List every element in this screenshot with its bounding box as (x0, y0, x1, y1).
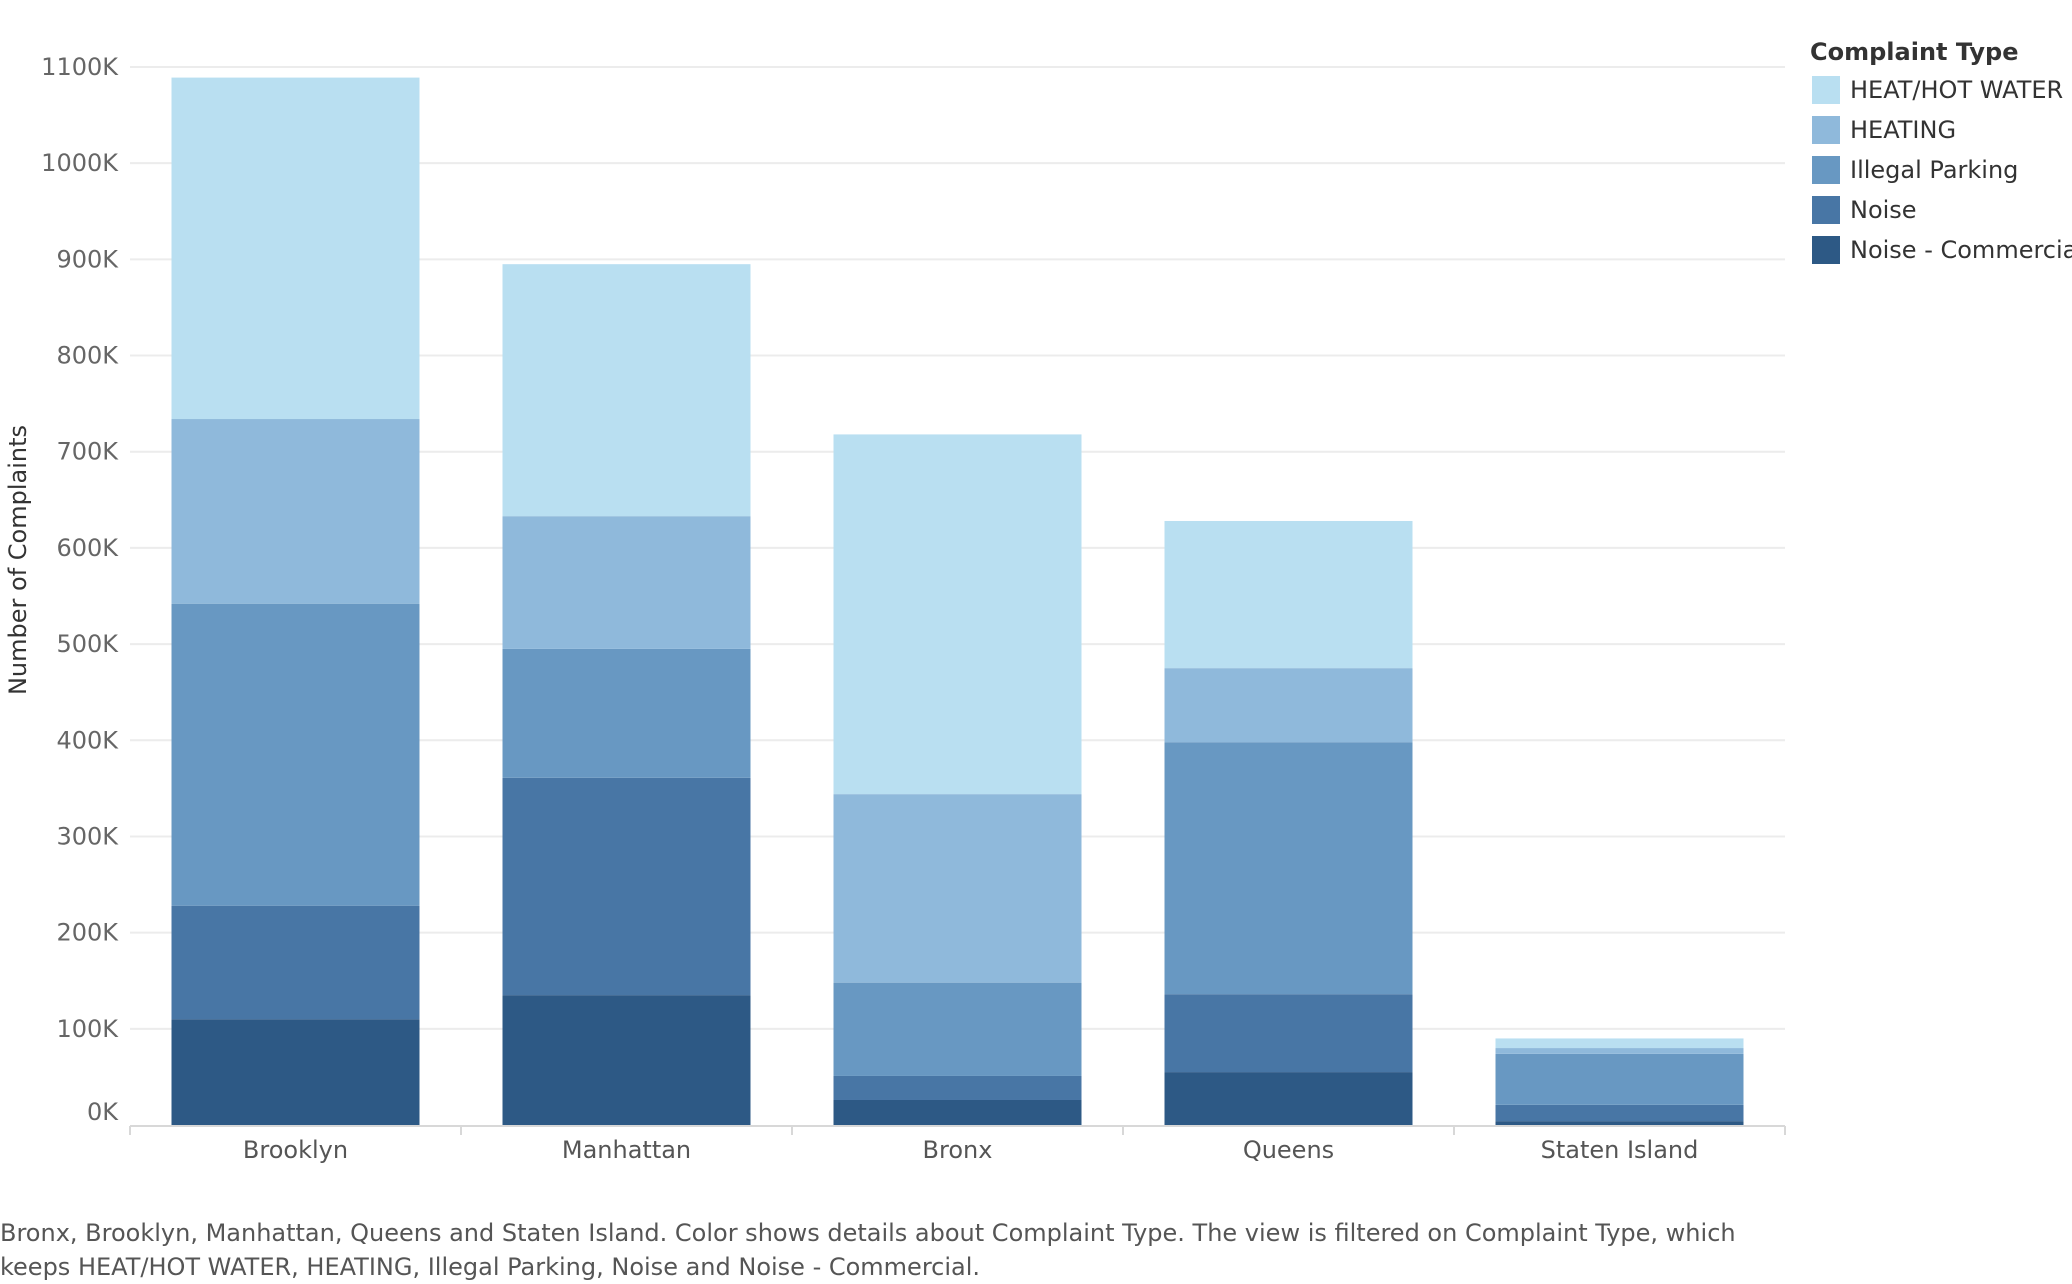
legend: Complaint Type HEAT/HOT WATER HEATING Ille… (1810, 38, 2072, 264)
bar-segment (834, 434, 1082, 794)
bar-segment (172, 78, 420, 419)
bar-segment (172, 1019, 420, 1125)
bar-segment (1165, 994, 1413, 1072)
legend-swatch (1812, 236, 1840, 264)
legend-swatch (1812, 116, 1840, 144)
y-tick-label: 100K (56, 1015, 119, 1043)
legend-label: HEAT/HOT WATER (1850, 76, 2063, 104)
y-tick-label: 200K (56, 919, 119, 947)
y-tick-label: 900K (56, 245, 119, 273)
bar-segment (1165, 742, 1413, 994)
legend-label: Noise - Commercial (1850, 236, 2072, 264)
x-tick-label: Brooklyn (243, 1136, 348, 1164)
stacked-bar-chart: 0K 100K 200K 300K 400K 500K 600K 700K 800K 900K 10… (0, 0, 2072, 1200)
legend-swatch (1812, 196, 1840, 224)
bar-segment (172, 604, 420, 906)
y-tick-label: 500K (56, 630, 119, 658)
y-axis-title: Number of Complaints (4, 425, 32, 695)
bars (172, 78, 1744, 1125)
bar-segment (1496, 1054, 1744, 1105)
bar-segment (834, 1076, 1082, 1100)
bar-segment (172, 906, 420, 1019)
bar-segment (834, 1100, 1082, 1125)
bar-segment (503, 264, 751, 516)
bar-segment (503, 995, 751, 1125)
x-tick-label: Staten Island (1541, 1136, 1699, 1164)
bar-segment (503, 516, 751, 649)
bar-segment (172, 419, 420, 604)
y-tick-label: 0K (87, 1098, 119, 1126)
bar-segment (1165, 668, 1413, 742)
bar-segment (1496, 1105, 1744, 1121)
legend-label: Noise (1850, 196, 1917, 224)
bar-segment (1496, 1121, 1744, 1125)
chart-caption: Bronx, Brooklyn, Manhattan, Queens and S… (0, 1216, 1760, 1284)
x-tick-label: Queens (1243, 1136, 1334, 1164)
legend-title: Complaint Type (1810, 38, 2018, 66)
bar-segment (1165, 1072, 1413, 1125)
bar-segment (834, 794, 1082, 983)
bar-segment (1165, 521, 1413, 668)
legend-swatch (1812, 156, 1840, 184)
x-tick-label: Manhattan (562, 1136, 691, 1164)
y-tick-label: 600K (56, 534, 119, 562)
y-tick-label: 800K (56, 342, 119, 370)
bar-segment (1496, 1048, 1744, 1054)
legend-swatch (1812, 76, 1840, 104)
legend-label: Illegal Parking (1850, 156, 2018, 184)
x-tick-label: Bronx (923, 1136, 993, 1164)
bar-segment (1496, 1038, 1744, 1048)
y-tick-label: 300K (56, 822, 119, 850)
bar-segment (834, 983, 1082, 1076)
legend-label: HEATING (1850, 116, 1956, 144)
y-tick-label: 400K (56, 726, 119, 754)
bar-segment (503, 649, 751, 778)
y-tick-label: 1000K (41, 149, 119, 177)
bar-segment (503, 778, 751, 995)
y-tick-label: 1100K (41, 53, 119, 81)
y-tick-label: 700K (56, 438, 119, 466)
